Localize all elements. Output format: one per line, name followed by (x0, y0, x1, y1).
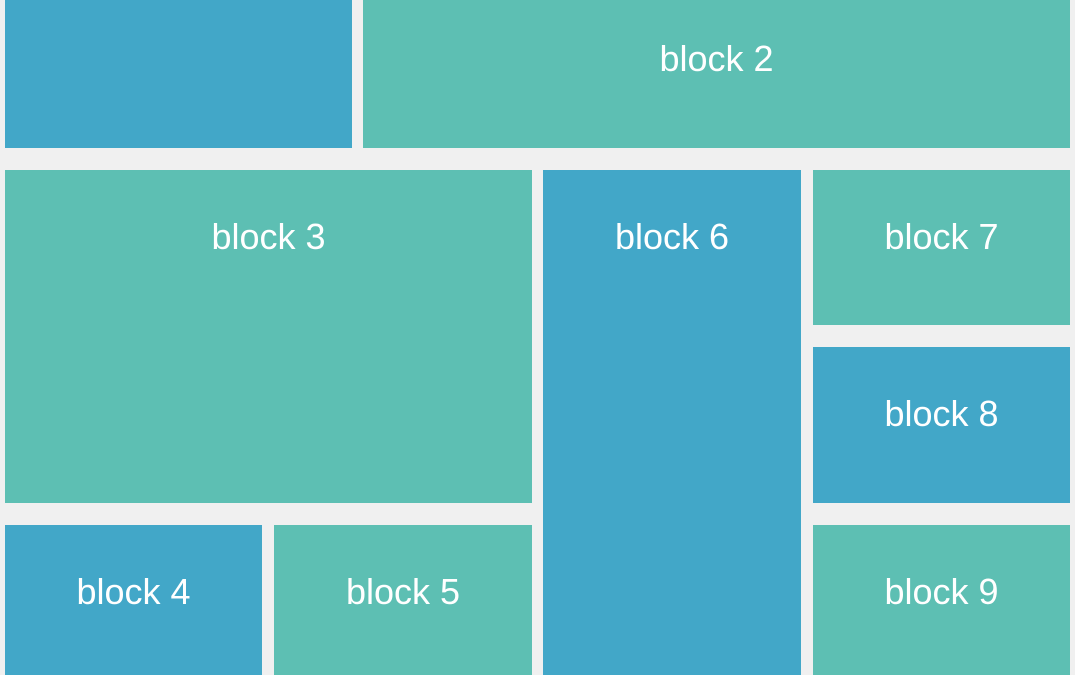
block-5-label: block 5 (345, 571, 461, 612)
block-9: block 9 (813, 525, 1070, 675)
block-8: block 8 (813, 347, 1070, 503)
block-3: block 3 (5, 170, 532, 503)
block-3-label: block 3 (211, 216, 326, 257)
block-2: block 2 (363, 0, 1070, 148)
block-1 (5, 0, 352, 148)
block-9-label: block 9 (884, 571, 999, 612)
block-2-label: block 2 (659, 38, 774, 79)
block-4-label: block 4 (76, 571, 191, 612)
block-6-label: block 6 (614, 216, 730, 257)
block-5: block 5 (274, 525, 532, 675)
block-8-label: block 8 (884, 393, 999, 434)
block-7: block 7 (813, 170, 1070, 325)
block-6: block 6 (543, 170, 801, 675)
block-7-label: block 7 (884, 216, 999, 257)
block-4: block 4 (5, 525, 262, 675)
